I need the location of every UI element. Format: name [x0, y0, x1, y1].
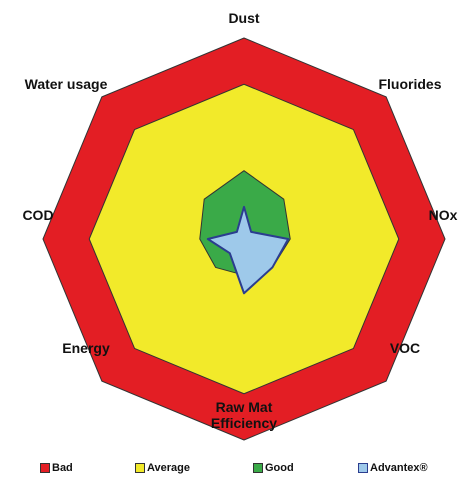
axis-label: VOC: [389, 340, 421, 356]
axis-label: Energy: [62, 340, 110, 356]
axis-label: NOx: [428, 207, 458, 223]
legend-label: Good: [265, 462, 294, 474]
legend-swatch: [358, 463, 368, 473]
legend-swatch: [253, 463, 263, 473]
legend-label: Bad: [52, 462, 73, 474]
legend-item: Advantex®: [358, 462, 428, 474]
legend-swatch: [135, 463, 145, 473]
legend-item: Bad: [40, 462, 73, 474]
legend-swatch: [40, 463, 50, 473]
series-area: [206, 205, 290, 295]
legend-label: Average: [147, 462, 191, 474]
axis-label: Dust: [228, 10, 260, 26]
axis-label: Fluorides: [378, 76, 442, 92]
legend-item: Good: [253, 462, 294, 474]
legend-label: Advantex®: [370, 462, 428, 474]
axis-label: Raw Mat Efficiency: [210, 399, 278, 431]
axis-label: Water usage: [24, 76, 108, 92]
axis-label: COD: [22, 207, 54, 223]
legend-item: Average: [135, 462, 190, 474]
